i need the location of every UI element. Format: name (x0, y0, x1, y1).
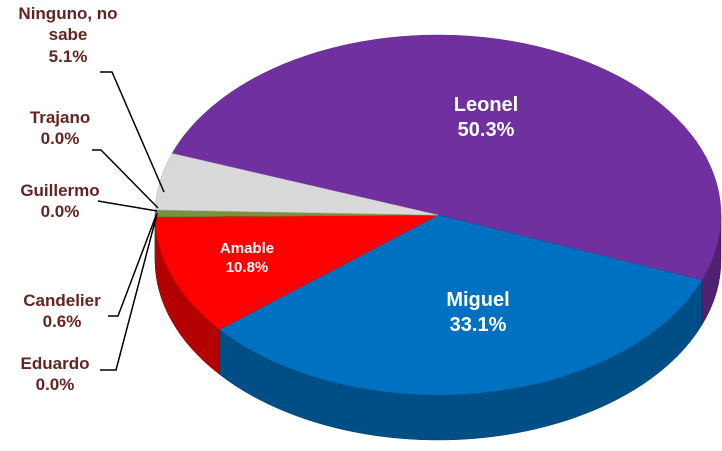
slice-value: 0.0% (40, 202, 80, 222)
slice-value: 0.0% (40, 129, 80, 149)
slice-name: Eduardo (20, 354, 90, 373)
slice-name: Amable (219, 240, 275, 257)
leader-line (100, 71, 165, 193)
slice-label: Eduardo 0.0% (0, 353, 110, 396)
slice-value: 33.1% (449, 314, 507, 336)
slice-label: Candelier 0.6% (2, 290, 122, 333)
slice-name: Miguel (446, 289, 510, 311)
slice (171, 34, 722, 281)
leader-line (92, 149, 159, 209)
slice-label: Leonel 50.3% (406, 93, 566, 143)
slice-name: Guillermo (20, 181, 100, 200)
slice-value: 0.6% (42, 312, 82, 332)
slice-value: 10.8% (225, 258, 269, 276)
slice-name: Ninguno, no sabe (18, 4, 118, 45)
slice (219, 214, 703, 396)
slice-label: Guillermo 0.0% (0, 180, 120, 223)
leader-line (108, 212, 158, 317)
slice (154, 214, 439, 330)
slice-name: Candelier (23, 291, 101, 310)
slice-label: Trajano 0.0% (0, 107, 120, 150)
slice-name: Trajano (29, 108, 91, 127)
slice-label: Ninguno, no sabe 5.1% (18, 3, 118, 67)
slice-value: 50.3% (457, 119, 515, 141)
leader-line (97, 200, 158, 212)
slice-label: Miguel 33.1% (398, 288, 558, 338)
slice-value: 5.1% (48, 46, 88, 66)
slice-label: Amable 10.8% (187, 240, 307, 278)
slice-value: 0.0% (35, 375, 75, 395)
slice-name: Leonel (453, 94, 519, 116)
leader-line (100, 213, 158, 371)
